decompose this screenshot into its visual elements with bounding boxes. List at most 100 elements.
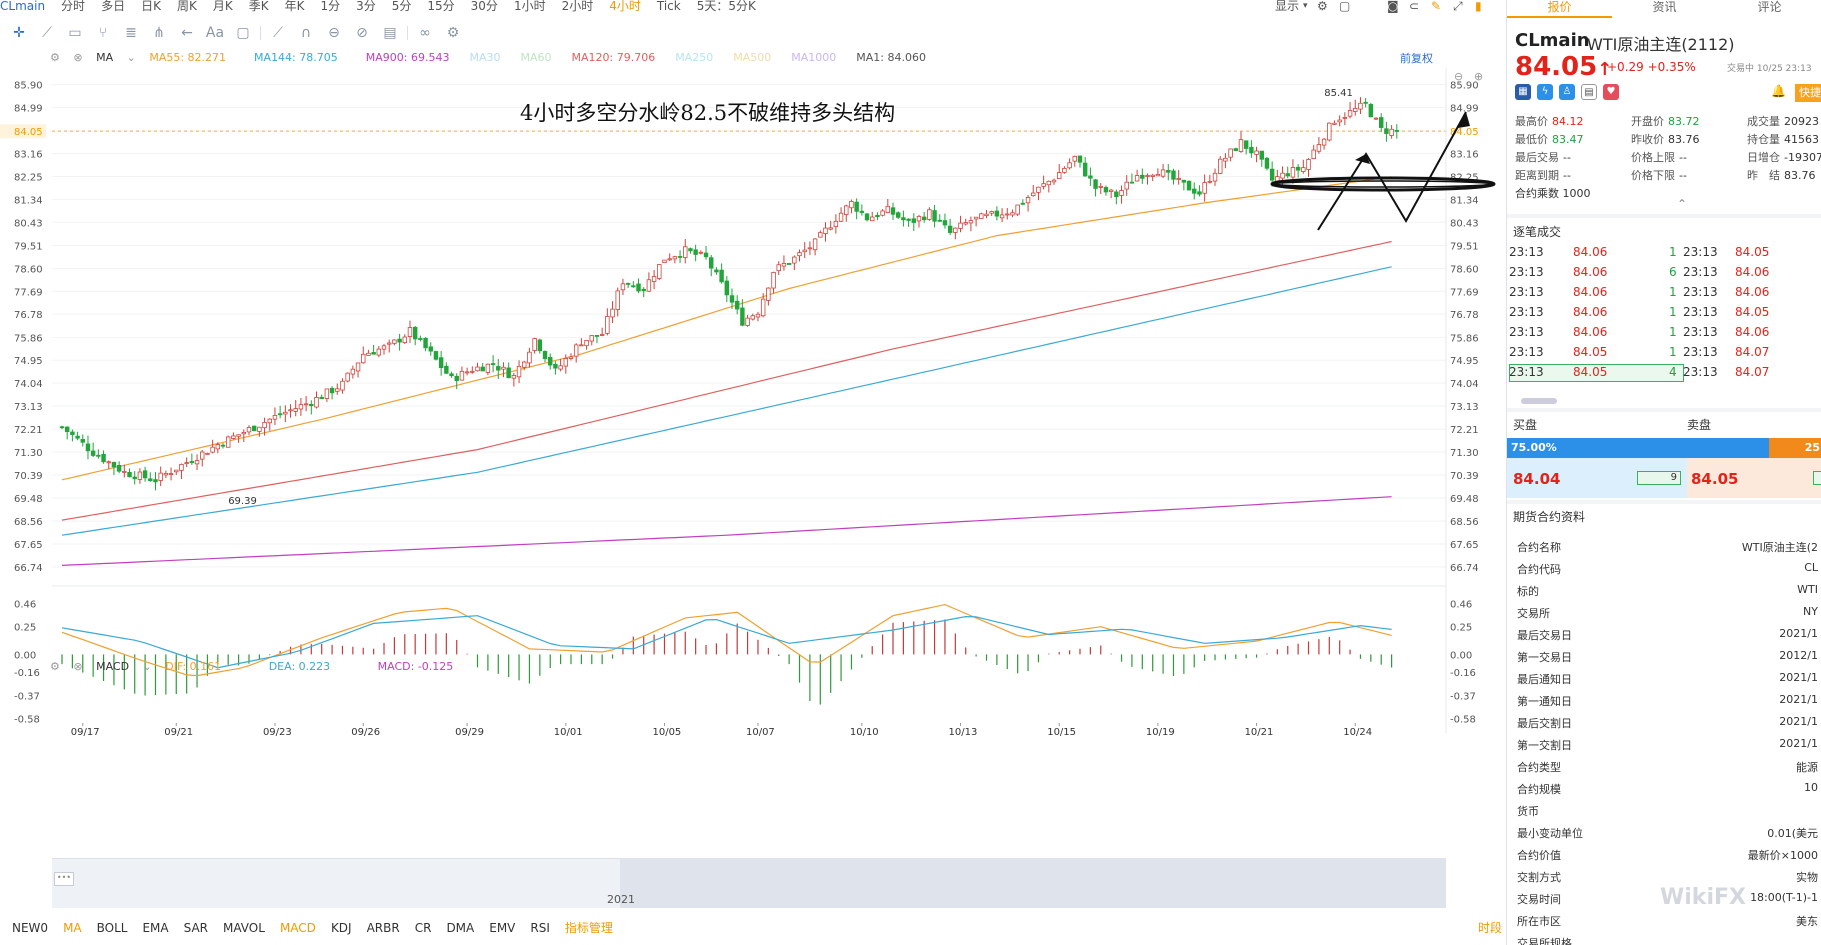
indicator-tab[interactable]: EMV	[489, 921, 516, 935]
comment-icon[interactable]: ▢	[236, 25, 250, 41]
period-tab[interactable]: 3分	[356, 0, 376, 13]
x-tick: 10/10	[850, 727, 879, 738]
period-tab[interactable]: 1分	[320, 0, 341, 13]
ma-item[interactable]: MA500	[733, 51, 772, 64]
chevron-up-icon[interactable]: ⌃	[1677, 197, 1688, 211]
indicator-tab[interactable]: MA	[63, 921, 82, 935]
chevron-down-icon[interactable]: ⌄	[142, 660, 152, 673]
panel-tab[interactable]: 报价	[1507, 0, 1612, 18]
indicator-tab[interactable]: MAVOL	[223, 921, 265, 935]
display-menu[interactable]: 显示	[1275, 0, 1300, 13]
trade-row: 23:13 84.06 6 23:13 84.06	[1507, 265, 1821, 283]
trades-scrollbar[interactable]	[1521, 398, 1557, 404]
indicator-tab[interactable]: DMA	[446, 921, 475, 935]
document-icon[interactable]: ▤	[1581, 84, 1597, 100]
indicator-tab[interactable]: SAR	[183, 921, 209, 935]
arrow-tool-icon[interactable]: ←	[181, 25, 193, 41]
indicator-tab[interactable]: NEW0	[12, 921, 49, 935]
trade-qty: 1	[1669, 285, 1677, 299]
gear-icon[interactable]: ⚙	[50, 660, 60, 673]
indicator-tab[interactable]: EMA	[142, 921, 169, 935]
rectangle-tool-icon[interactable]: ▭	[68, 25, 82, 41]
period-tab[interactable]: 2小时	[561, 0, 594, 13]
trash-icon[interactable]: ▤	[383, 25, 397, 41]
link-icon[interactable]: ⊂	[1409, 0, 1420, 13]
ma-item[interactable]: MA60	[520, 51, 552, 64]
person-icon[interactable]: ♙	[1559, 84, 1575, 100]
symbol-label[interactable]: CLmain	[0, 0, 46, 13]
period-tab[interactable]: 1小时	[513, 0, 546, 13]
indicator-tab[interactable]: BOLL	[96, 921, 128, 935]
heart-icon[interactable]: ♥	[1603, 84, 1619, 100]
panel-toggle-icon[interactable]: ▮	[1475, 0, 1482, 13]
pitchfork-icon[interactable]: ⋔	[153, 25, 165, 41]
indicator-tab[interactable]: MACD	[279, 921, 316, 935]
period-tab[interactable]: 5分	[391, 0, 412, 13]
period-tab[interactable]: Tick	[656, 0, 681, 13]
ma-item[interactable]: MA120: 79.706	[571, 51, 656, 64]
ask-cell[interactable]: 84.05	[1687, 458, 1821, 498]
layout-icon[interactable]: ▢	[1339, 0, 1351, 13]
period-tab[interactable]: 分时	[61, 0, 86, 13]
candle-down	[496, 366, 501, 371]
period-tab[interactable]: 多日	[101, 0, 126, 13]
candle-up	[1056, 172, 1062, 180]
add-icon[interactable]: ⊕	[1474, 70, 1483, 83]
close-icon[interactable]: ⊗	[73, 51, 83, 64]
indicator-tab[interactable]: RSI	[530, 921, 550, 935]
collapse-icon[interactable]: ⊖	[1454, 70, 1463, 83]
ma-item[interactable]: MA1000	[791, 51, 837, 64]
quick-trade-button[interactable]: 快捷	[1795, 84, 1821, 102]
settings-icon[interactable]: ⚙	[446, 25, 460, 41]
hide-drawings-icon[interactable]: ⊘	[356, 25, 368, 41]
chevron-down-icon[interactable]: ⌄	[126, 51, 136, 64]
price-adjust-selector[interactable]: 前复权	[1400, 52, 1433, 65]
indicator-tab[interactable]: 指标管理	[564, 921, 613, 935]
camera-icon[interactable]: ◙	[1387, 0, 1399, 13]
ruler-icon[interactable]: ⟋	[273, 25, 283, 41]
ma-item[interactable]: MA900: 69.543	[365, 51, 450, 64]
gear-icon[interactable]: ⚙	[1317, 0, 1328, 13]
period-tab[interactable]: 4小时	[609, 0, 641, 13]
ray-line-icon[interactable]: ⟋	[42, 25, 52, 41]
crosshair-icon[interactable]: ✛	[13, 25, 25, 41]
bell-icon[interactable]: 🔔	[1771, 84, 1786, 98]
panel-tab[interactable]: 评论	[1757, 0, 1782, 14]
ma-item[interactable]: MA250	[675, 51, 714, 64]
magnet-icon[interactable]: ∩	[300, 25, 312, 41]
indicator-tab[interactable]: KDJ	[330, 921, 352, 935]
panel-tab[interactable]: 资讯	[1652, 0, 1677, 14]
bid-cell[interactable]: 84.04 9	[1507, 458, 1687, 498]
period-tab[interactable]: 季K	[248, 0, 269, 13]
fullscreen-icon[interactable]: ⤢	[1453, 0, 1463, 13]
navigator-handle-left[interactable]: •••	[54, 872, 74, 886]
ma-item[interactable]: MA55: 82.271	[149, 51, 227, 64]
period-tab[interactable]: 5天：5分K	[696, 0, 756, 13]
period-tab[interactable]: 30分	[470, 0, 498, 13]
period-tab[interactable]: 年K	[284, 0, 305, 13]
gear-icon[interactable]: ⚙	[50, 51, 60, 64]
lock-icon[interactable]: ⊖	[328, 25, 340, 41]
price-chart[interactable]: 85.41 69.39 85.90 85.90 84.99 84.99 84.05 84.0…	[0, 68, 1506, 856]
candle-up	[179, 463, 184, 471]
time-range-switch[interactable]: 时段	[1478, 921, 1503, 935]
period-tab[interactable]: 周K	[176, 0, 197, 13]
link-drawings-icon[interactable]: ∞	[419, 25, 431, 41]
fibonacci-icon[interactable]: ≣	[125, 25, 137, 41]
period-tab[interactable]: 日K	[141, 0, 161, 13]
fork-tool-icon[interactable]: ⑂	[98, 25, 108, 41]
pencil-icon[interactable]: ✎	[1431, 0, 1442, 13]
ma-item[interactable]: MA1: 84.060	[856, 51, 926, 64]
period-tab[interactable]: 15分	[427, 0, 455, 13]
navigator-window[interactable]	[620, 858, 1446, 908]
ma-item[interactable]: MA30	[469, 51, 501, 64]
lightning-icon[interactable]: ϟ	[1537, 84, 1553, 100]
indicator-tab[interactable]: CR	[414, 921, 432, 935]
period-tab[interactable]: 月K	[212, 0, 233, 13]
ma-item[interactable]: MA144: 78.705	[254, 51, 338, 64]
close-icon[interactable]: ⊗	[73, 660, 83, 673]
text-tool-icon[interactable]: Aa	[205, 25, 225, 41]
last-price-value: 84.05	[1515, 52, 1598, 82]
indicator-tab[interactable]: ARBR	[366, 921, 400, 935]
us-flag-icon: ▦	[1515, 84, 1531, 100]
